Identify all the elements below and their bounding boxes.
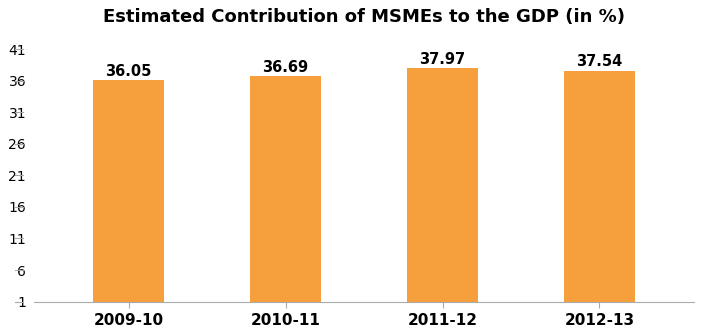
Text: 37.97: 37.97 <box>420 52 465 67</box>
Text: 36.05: 36.05 <box>105 64 152 79</box>
Bar <box>93 80 164 301</box>
Text: 36.69: 36.69 <box>263 60 309 75</box>
Bar <box>407 68 478 301</box>
Title: Estimated Contribution of MSMEs to the GDP (in %): Estimated Contribution of MSMEs to the G… <box>103 8 625 26</box>
Bar <box>564 71 635 301</box>
Bar <box>250 76 321 301</box>
Text: 37.54: 37.54 <box>576 54 623 70</box>
